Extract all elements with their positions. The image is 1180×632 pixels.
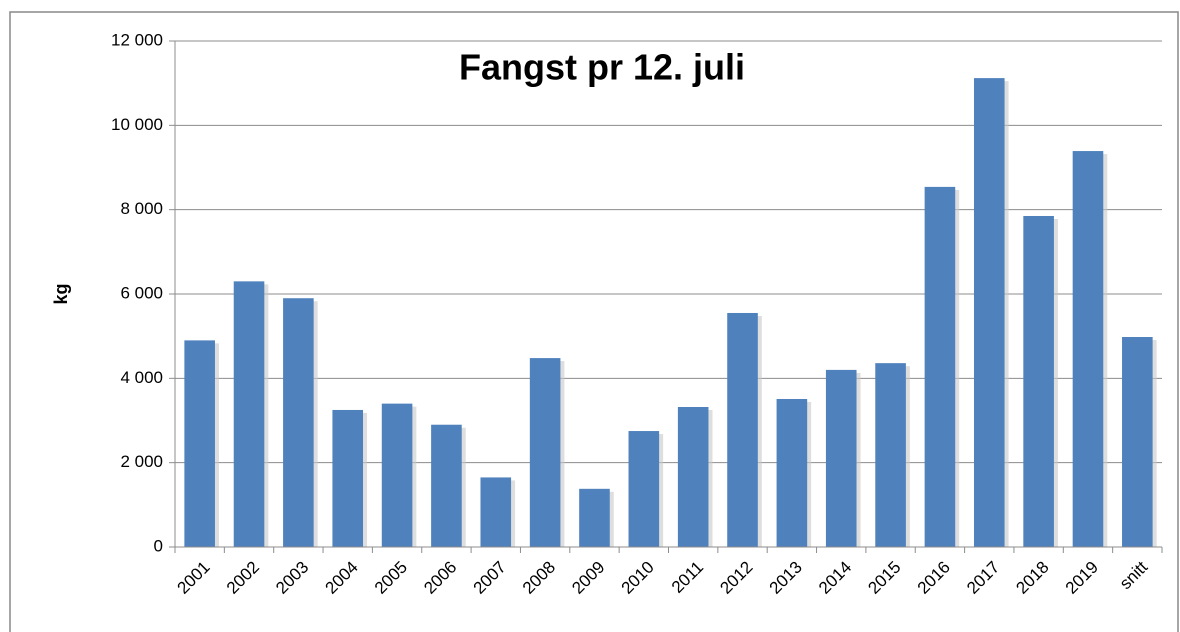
x-tick-label: 2012 bbox=[716, 558, 756, 598]
bar bbox=[184, 340, 215, 547]
bar bbox=[381, 403, 413, 547]
bar bbox=[431, 424, 462, 547]
bar bbox=[1072, 151, 1104, 547]
bar bbox=[233, 281, 265, 547]
bar bbox=[480, 477, 512, 547]
bar bbox=[825, 369, 857, 547]
x-tick-label: 2006 bbox=[420, 558, 460, 598]
chart-title: Fangst pr 12. juli bbox=[459, 47, 745, 88]
bar bbox=[1023, 215, 1054, 547]
x-tick-label: 2016 bbox=[914, 558, 954, 598]
bar bbox=[628, 431, 660, 547]
bar bbox=[1122, 337, 1153, 547]
x-tick-label: 2005 bbox=[371, 558, 411, 598]
bar bbox=[529, 358, 561, 547]
x-tick-label: 2004 bbox=[322, 558, 362, 598]
y-tick-label: 4 000 bbox=[120, 368, 163, 387]
x-tick-label: 2013 bbox=[766, 558, 806, 598]
y-tick-label: 8 000 bbox=[120, 199, 163, 218]
x-tick-label: 2009 bbox=[568, 558, 608, 598]
x-tick-label: 2011 bbox=[668, 558, 707, 597]
y-tick-label: 10 000 bbox=[111, 115, 163, 134]
x-tick-label: 2001 bbox=[173, 558, 213, 598]
chart-border bbox=[9, 11, 1179, 632]
bar bbox=[727, 312, 758, 547]
x-tick-label: 2010 bbox=[618, 558, 658, 598]
bar bbox=[677, 407, 709, 547]
bar bbox=[776, 398, 808, 547]
x-tick-label: 2002 bbox=[223, 558, 263, 598]
x-tick-label: 2008 bbox=[519, 558, 559, 598]
x-tick-label: 2007 bbox=[470, 558, 510, 598]
x-tick-label: 2018 bbox=[1012, 558, 1052, 598]
y-axis-label: kg bbox=[51, 283, 71, 304]
bar bbox=[875, 363, 906, 547]
x-tick-label: 2014 bbox=[815, 558, 855, 598]
y-tick-label: 2 000 bbox=[120, 452, 163, 471]
bar bbox=[924, 186, 956, 547]
bar bbox=[579, 488, 610, 547]
y-tick-label: 12 000 bbox=[111, 30, 163, 49]
x-tick-label: 2019 bbox=[1062, 558, 1102, 598]
x-tick-label: 2015 bbox=[864, 558, 904, 598]
x-tick-label: 2017 bbox=[963, 558, 1003, 598]
x-tick-label: 2003 bbox=[272, 558, 312, 598]
x-tick-label: snitt bbox=[1116, 557, 1152, 593]
bar bbox=[283, 298, 314, 547]
y-tick-label: 0 bbox=[154, 536, 163, 555]
bar bbox=[973, 78, 1005, 548]
bar bbox=[332, 409, 364, 547]
y-tick-label: 6 000 bbox=[120, 283, 163, 302]
